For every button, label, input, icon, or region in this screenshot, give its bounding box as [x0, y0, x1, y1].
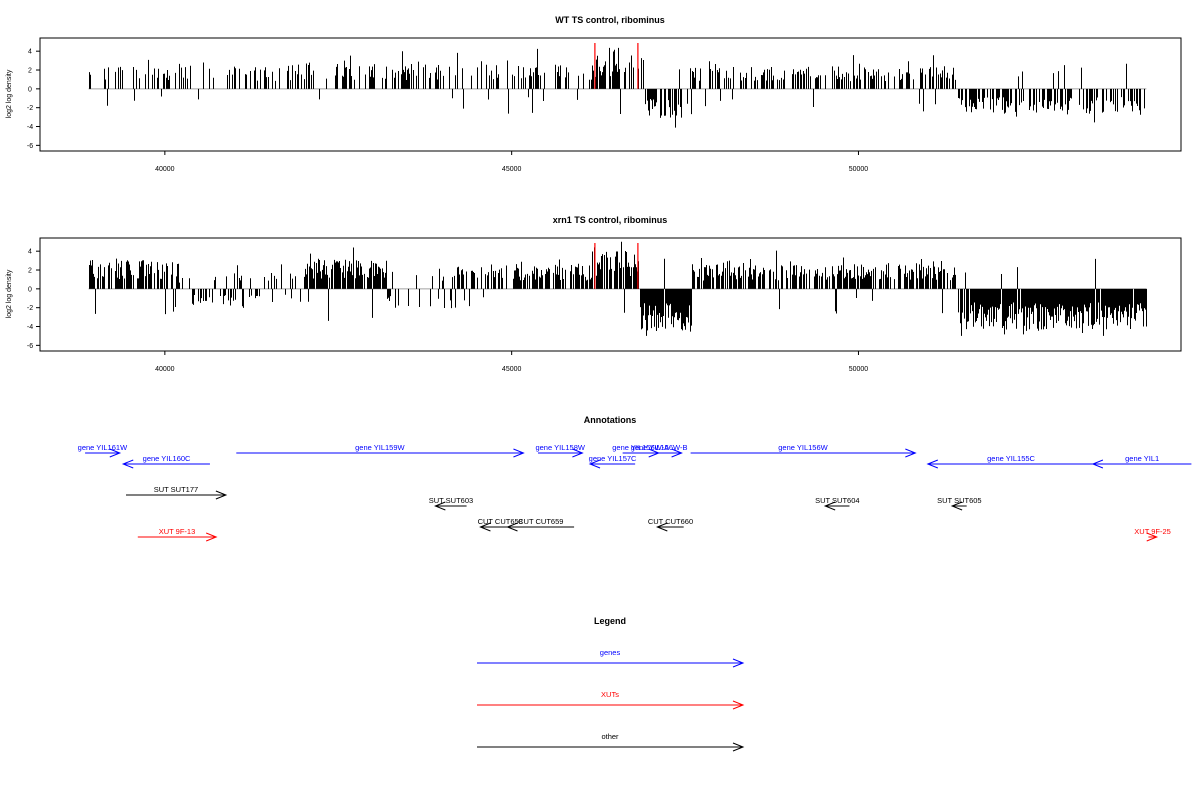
legend-items: genes XUTs other [477, 648, 745, 752]
annotations-title: Annotations [584, 415, 637, 425]
annotation-arrow-gene [1091, 459, 1192, 469]
annotation-arrow-other [434, 501, 467, 511]
annotation-arrow-xut [137, 532, 218, 542]
annotation-label-gene: gene YIL160C [143, 454, 191, 463]
xrn1-axes-group: 40000 45000 50000 4 2 0 -2 -4 -6 [27, 249, 868, 373]
wt-x-tick-label: 40000 [155, 166, 175, 173]
legend-label: XUTs [601, 690, 619, 699]
xrn1-x-tick-label: 40000 [155, 366, 175, 373]
annotation-arrow-other [126, 490, 228, 500]
annotation-arrow-gene [636, 448, 683, 458]
annotation-label-xut: XUT 9F-13 [159, 527, 196, 536]
wt-y-tick-label: -4 [27, 124, 33, 131]
legend-arrow [477, 742, 745, 752]
wt-y-tick-label: -6 [27, 143, 33, 150]
annotation-arrow-gene [538, 448, 584, 458]
xrn1-marker-group [594, 243, 639, 289]
legend-arrow [477, 658, 745, 668]
annotation-label-gene: gene YIL156W-B [631, 443, 688, 452]
annotation-label-gene: gene YIL157C [589, 454, 637, 463]
annotation-label-gene: gene YIL1 [1125, 454, 1159, 463]
annotation-arrow-other [655, 522, 684, 532]
annotation-label-gene: gene YIL161W [78, 443, 128, 452]
annotation-arrow-gene [588, 459, 636, 469]
annotation-label-gene: gene YIL155C [987, 454, 1035, 463]
legend-label: other [601, 732, 619, 741]
annotation-arrow-other [823, 501, 850, 511]
wt-y-tick-label: 0 [28, 86, 32, 93]
wt-density-panel: WT TS control, ribominus log2 log densit… [6, 15, 1182, 173]
wt-y-tick-label: -2 [27, 105, 33, 112]
xrn1-plot-frame [39, 237, 1182, 352]
wt-marker-group [594, 43, 639, 89]
annotation-label-gene: gene YIL159W [355, 443, 405, 452]
annotation-label-gene: gene YIL156W-A [612, 443, 669, 452]
xrn1-y-tick-label: -2 [27, 305, 33, 312]
xrn1-y-tick-label: -4 [27, 324, 33, 331]
annotation-label-other: SUT SUT604 [815, 496, 859, 505]
xrn1-x-tick-label: 50000 [849, 366, 869, 373]
annotation-arrow-gene [236, 448, 525, 458]
annotation-label-other: SUT SUT603 [429, 496, 473, 505]
annotation-label-xut: XUT 9F-25 [1134, 527, 1171, 536]
wt-panel-title: WT TS control, ribominus [555, 15, 665, 25]
annotation-arrow-xut [1146, 532, 1159, 542]
legend-panel: Legend genes XUTs other [477, 616, 745, 752]
xrn1-x-tick-label: 45000 [502, 366, 522, 373]
wt-x-tick-label: 50000 [849, 166, 869, 173]
legend-arrow [477, 700, 745, 710]
annotation-label-other: CUT CUT659 [518, 517, 563, 526]
annotation-arrow-gene [85, 448, 122, 458]
annotation-label-other: SUT SUT605 [937, 496, 981, 505]
wt-bars-group [88, 47, 1147, 128]
xrn1-y-tick-label: 2 [28, 268, 32, 275]
annotation-label-other: SUT SUT177 [154, 485, 198, 494]
annotation-label-gene: gene YIL156W [778, 443, 828, 452]
legend-label: genes [600, 648, 621, 657]
annotation-label-other: CUT CUT658 [478, 517, 523, 526]
annotation-arrow-gene [121, 459, 210, 469]
xrn1-y-tick-label: -6 [27, 343, 33, 350]
xrn1-panel-title: xrn1 TS control, ribominus [553, 215, 668, 225]
annotation-arrow-gene [926, 459, 1095, 469]
annotation-arrow-gene [690, 448, 917, 458]
xrn1-y-axis-label: log2 log density [6, 269, 13, 318]
annotation-label-gene: gene YIL158W [535, 443, 585, 452]
annotation-features: gene YIL161W gene YIL160C gene YIL159W gene… [78, 443, 1192, 542]
legend-title: Legend [594, 616, 626, 626]
xrn1-y-tick-label: 0 [28, 286, 32, 293]
annotation-arrow-other [506, 522, 575, 532]
wt-plot-frame [39, 37, 1182, 152]
annotation-arrow-other [950, 501, 967, 511]
wt-x-tick-label: 45000 [502, 166, 522, 173]
wt-y-axis-label: log2 log density [6, 69, 13, 118]
xrn1-bars-group [88, 241, 1147, 336]
xrn1-y-tick-label: 4 [28, 249, 32, 256]
wt-y-tick-label: 2 [28, 68, 32, 75]
annotation-label-other: CUT CUT660 [648, 517, 693, 526]
wt-axes-group: 40000 45000 50000 4 2 0 -2 -4 -6 [27, 49, 868, 173]
wt-y-tick-label: 4 [28, 49, 32, 56]
xrn1-density-panel: xrn1 TS control, ribominus log2 log dens… [6, 215, 1182, 373]
